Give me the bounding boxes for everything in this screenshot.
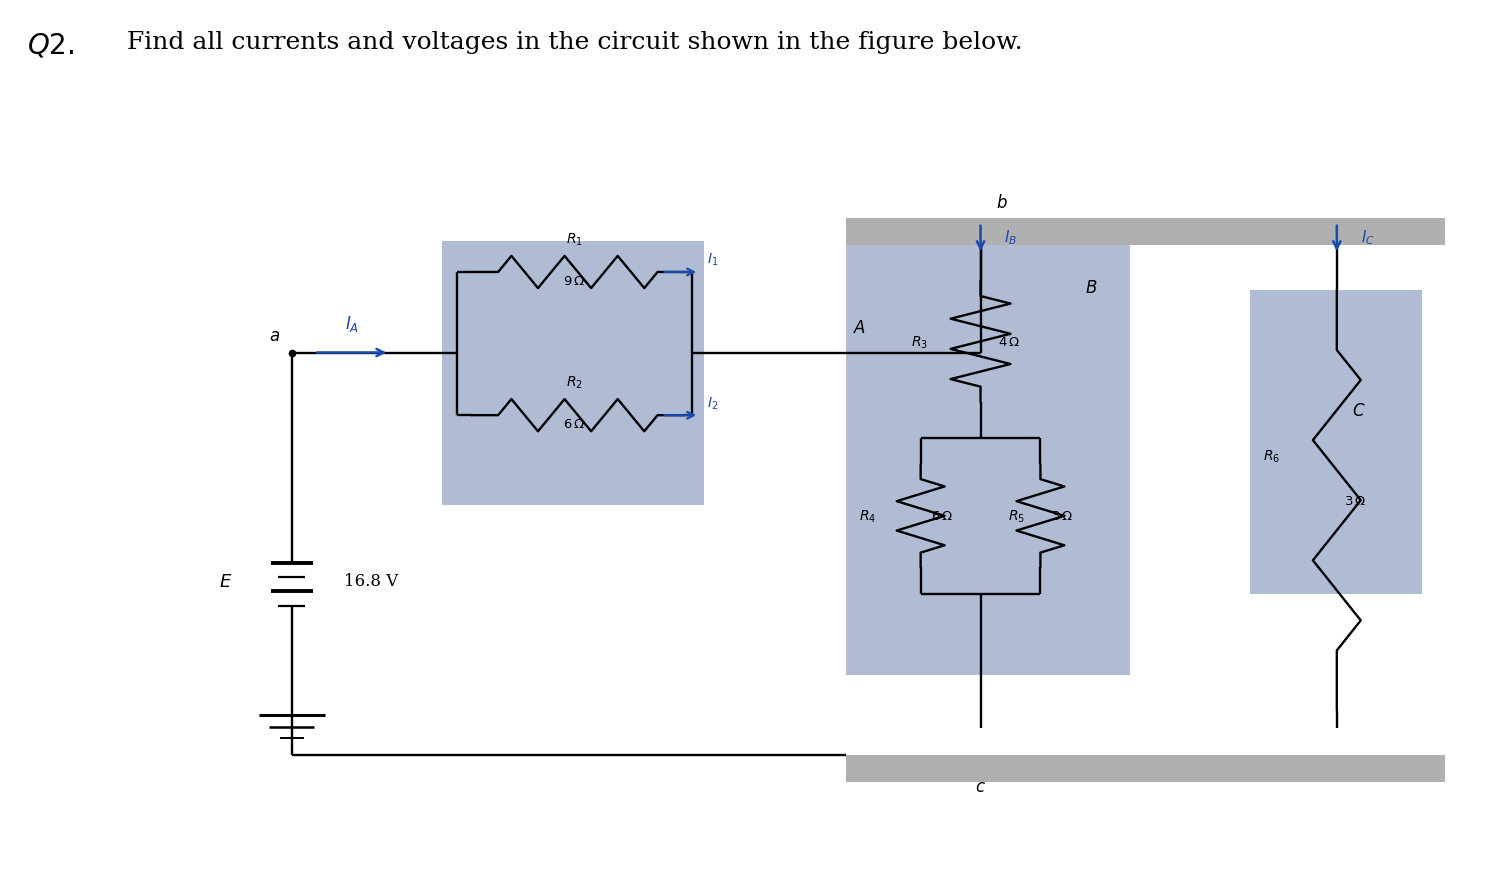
- Bar: [1250, 291, 1422, 595]
- Text: $6\,\Omega$: $6\,\Omega$: [563, 417, 585, 431]
- Text: $c$: $c$: [975, 778, 987, 795]
- Text: $R_3$: $R_3$: [912, 333, 928, 350]
- Text: $I_A$: $I_A$: [344, 314, 359, 333]
- Text: $I_2$: $I_2$: [707, 395, 719, 411]
- Text: $R_5$: $R_5$: [1009, 508, 1025, 525]
- Text: $R_1$: $R_1$: [566, 232, 582, 248]
- Text: $R_2$: $R_2$: [566, 375, 582, 391]
- Text: $C$: $C$: [1352, 403, 1365, 419]
- Text: $A$: $A$: [853, 320, 867, 337]
- Text: $Q2.$: $Q2.$: [27, 31, 75, 59]
- Text: $6\,\Omega$: $6\,\Omega$: [931, 510, 954, 523]
- Text: $I_C$: $I_C$: [1361, 228, 1374, 246]
- Text: $R_6$: $R_6$: [1263, 448, 1280, 464]
- Bar: [846, 219, 1445, 246]
- Text: $I_1$: $I_1$: [707, 252, 719, 268]
- Text: $R_4$: $R_4$: [859, 508, 876, 525]
- Bar: [846, 237, 1130, 675]
- Text: 16.8 V: 16.8 V: [344, 573, 398, 589]
- Text: $a$: $a$: [269, 327, 280, 344]
- Text: Find all currents and voltages in the circuit shown in the figure below.: Find all currents and voltages in the ci…: [127, 31, 1022, 55]
- Text: $9\,\Omega$: $9\,\Omega$: [563, 274, 585, 288]
- Text: $3\,\Omega$: $3\,\Omega$: [1051, 510, 1073, 523]
- Text: $B$: $B$: [1085, 280, 1097, 297]
- Text: $4\,\Omega$: $4\,\Omega$: [998, 335, 1021, 349]
- Bar: [442, 241, 704, 505]
- Text: $b$: $b$: [996, 194, 1007, 212]
- Text: $E$: $E$: [219, 572, 232, 590]
- Bar: [846, 755, 1445, 782]
- Text: $3\,\Omega$: $3\,\Omega$: [1344, 494, 1367, 507]
- Text: $I_B$: $I_B$: [1004, 228, 1018, 246]
